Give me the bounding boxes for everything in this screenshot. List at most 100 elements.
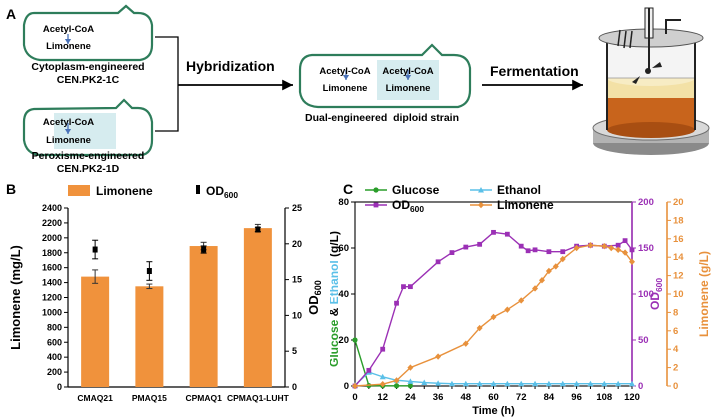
y3-tick-label: 18: [673, 215, 684, 226]
left-tick-label: 2000: [42, 233, 62, 243]
point-limonene: [615, 246, 622, 254]
legend-od-marker: [196, 185, 200, 194]
category-label: PMAQ15: [132, 393, 167, 403]
x-tick-label: 0: [352, 392, 357, 403]
point-od600: [546, 249, 552, 255]
y3-tick-label: 2: [673, 363, 678, 374]
cell-1-acetyl-coa: Acetyl-CoA: [42, 24, 95, 35]
point-limonene: [407, 364, 414, 371]
series-line-limonene: [354, 244, 633, 387]
point-od600: [504, 231, 510, 237]
y-axis-right-title: OD600: [306, 280, 323, 315]
point-glucose: [407, 383, 413, 389]
right-tick-label: 0: [292, 382, 297, 392]
point-ethanol: [407, 378, 414, 384]
x-tick-label: 48: [461, 392, 472, 403]
left-tick-label: 400: [47, 352, 62, 362]
left-tick-label: 0: [57, 382, 62, 392]
y3-tick-label: 0: [673, 381, 678, 392]
cell-2-acetyl-coa: Acetyl-CoA: [42, 116, 95, 128]
panel-b-chart: Limonene OD600020040060080010001200140016…: [8, 184, 323, 403]
diploid-left-acetyl-coa: Acetyl-CoA: [319, 66, 371, 77]
x-axis-title: Time (h): [472, 405, 515, 417]
point-od600: [449, 250, 455, 255]
point-limonene: [490, 313, 497, 321]
point-ethanol: [518, 380, 525, 387]
point-limonene: [393, 377, 400, 384]
plot-frame: [354, 201, 633, 387]
cell-1-limonene: Limonene: [46, 41, 91, 52]
y-axis-left-title: Glucose & Ethanol (g/L): [330, 231, 341, 367]
legend-label-ethanol: Ethanol: [497, 183, 541, 197]
y2-tick-label: 150: [638, 243, 654, 254]
point-od600: [622, 238, 628, 244]
right-tick-label: 5: [292, 346, 297, 356]
legend-label-limonene: Limonene: [497, 198, 554, 212]
point-ethanol: [559, 380, 566, 387]
left-tick-label: 1800: [42, 248, 62, 258]
y1-tick-label: 20: [338, 335, 349, 346]
point-limonene: [552, 263, 559, 270]
y3-tick-label: 8: [673, 307, 678, 318]
series-line-od600: [354, 231, 633, 387]
point-od600: [615, 242, 621, 248]
legend-marker-od: [373, 202, 379, 208]
point-od600: [408, 284, 413, 290]
od-marker: [92, 246, 98, 253]
cell-1-caption-line1: Cytoplasm-engineered: [31, 61, 145, 73]
x-tick-label: 72: [516, 392, 527, 403]
point-od600: [525, 248, 531, 254]
point-ethanol: [629, 380, 635, 387]
point-ethanol: [462, 380, 469, 387]
point-od600: [401, 284, 406, 290]
x-tick-label: 84: [544, 392, 555, 403]
point-od600: [518, 243, 524, 249]
point-limonene: [587, 242, 594, 249]
point-limonene: [538, 277, 545, 284]
point-ethanol: [615, 380, 622, 387]
bar-limonene: [135, 286, 164, 387]
point-limonene: [435, 353, 442, 360]
point-limonene: [573, 244, 580, 252]
y3-tick-label: 14: [673, 252, 684, 263]
fermentation-label: Fermentation: [490, 63, 579, 79]
diploid-right-acetyl-coa: Acetyl-CoA: [382, 66, 434, 77]
diploid-caption: Dual-engineered diploid strain: [304, 112, 460, 124]
cell-2-limonene: Limonene: [46, 134, 91, 146]
point-od600: [380, 346, 386, 352]
od-marker: [201, 246, 207, 253]
y2-tick-label: 0: [638, 381, 643, 392]
point-limonene: [518, 297, 525, 304]
legend-label-od: OD600: [392, 198, 424, 214]
right-tick-label: 15: [292, 275, 302, 285]
point-ethanol: [587, 380, 594, 387]
point-limonene: [629, 258, 635, 265]
point-limonene: [559, 255, 566, 263]
left-tick-label: 600: [47, 337, 62, 347]
left-tick-label: 2200: [42, 218, 62, 228]
legend-od-label: OD600: [206, 184, 238, 200]
point-glucose: [393, 383, 400, 389]
hybridization-bracket: [155, 36, 179, 132]
point-glucose: [352, 337, 358, 343]
point-od600: [463, 244, 469, 250]
point-limonene: [504, 306, 511, 313]
left-tick-label: 200: [47, 367, 62, 377]
x-tick-label: 12: [377, 392, 388, 403]
hybridization-label: Hybridization: [186, 58, 275, 74]
x-tick-label: 108: [596, 392, 612, 403]
legend-limonene-swatch: [68, 185, 90, 196]
peroxisome-compartment: [54, 113, 116, 149]
y3-tick-label: 6: [673, 326, 678, 337]
y3-tick-label: 20: [673, 197, 684, 208]
point-ethanol: [490, 380, 497, 387]
diploid-right-limonene: Limonene: [385, 83, 431, 94]
cell-2-caption-line1: Peroxisme-engineered: [31, 150, 145, 162]
point-limonene: [545, 267, 552, 275]
point-ethanol: [435, 380, 442, 386]
cell-1-membrane: [22, 4, 154, 62]
category-label: CMAQ21: [77, 393, 113, 403]
point-od600: [394, 300, 399, 306]
point-limonene: [601, 242, 608, 250]
